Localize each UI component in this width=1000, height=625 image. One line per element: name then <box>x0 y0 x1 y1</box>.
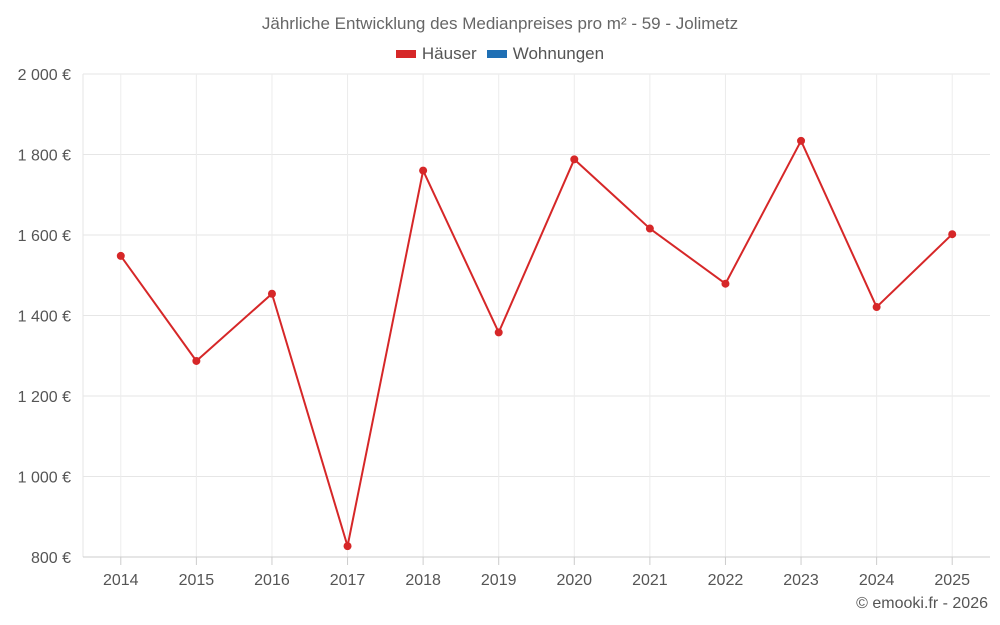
y-tick-label: 1 600 € <box>18 228 71 245</box>
data-point-haeuser <box>343 542 352 551</box>
legend-swatch-wohnungen <box>486 50 507 58</box>
x-tick-label: 2017 <box>330 572 366 589</box>
y-tick-label: 1 000 € <box>18 470 71 487</box>
legend-item-wohnungen[interactable]: Wohnungen <box>486 44 605 64</box>
y-tick-label: 2 000 € <box>18 67 71 84</box>
x-tick-label: 2020 <box>556 572 592 589</box>
data-point-haeuser <box>645 224 654 233</box>
data-point-haeuser <box>570 155 579 164</box>
y-tick-label: 1 200 € <box>18 389 71 406</box>
grid <box>82 73 990 557</box>
series-line-haeuser <box>119 139 953 548</box>
x-tick-label: 2019 <box>481 572 517 589</box>
x-tick-label: 2022 <box>708 572 744 589</box>
legend-label-wohnungen: Wohnungen <box>512 44 605 63</box>
x-tick-label: 2018 <box>405 572 441 589</box>
x-tick-label: 2021 <box>632 572 668 589</box>
series-haeuser <box>116 136 957 551</box>
x-tick-label: 2016 <box>254 572 290 589</box>
data-point-haeuser <box>116 251 125 260</box>
data-point-haeuser <box>797 136 806 145</box>
chart-title: Jährliche Entwicklung des Medianpreises … <box>261 14 739 33</box>
y-tick-label: 1 800 € <box>18 148 71 165</box>
data-point-haeuser <box>419 166 428 175</box>
y-tick-label: 800 € <box>31 550 71 567</box>
data-point-haeuser <box>267 289 276 298</box>
data-point-haeuser <box>948 230 957 239</box>
y-tick-label: 1 400 € <box>18 309 71 326</box>
axes: 800 € 1 000 € 1 200 € 1 400 € 1 600 € 1 800 €… <box>18 67 990 589</box>
data-point-haeuser <box>494 328 503 337</box>
x-tick-label: 2024 <box>859 572 895 589</box>
legend-label-haeuser: Häuser <box>421 44 477 63</box>
data-point-haeuser <box>872 303 881 312</box>
data-point-haeuser <box>721 279 730 288</box>
legend: Häuser Wohnungen <box>0 44 1000 64</box>
legend-swatch-haeuser <box>395 50 416 58</box>
x-tick-label: 2023 <box>783 572 819 589</box>
data-point-haeuser <box>192 356 201 365</box>
x-tick-label: 2015 <box>179 572 215 589</box>
credit-text: © emooki.fr - 2026 <box>856 595 988 612</box>
x-tick-label: 2025 <box>934 572 970 589</box>
legend-item-haeuser[interactable]: Häuser <box>395 44 477 64</box>
x-tick-label: 2014 <box>103 572 139 589</box>
